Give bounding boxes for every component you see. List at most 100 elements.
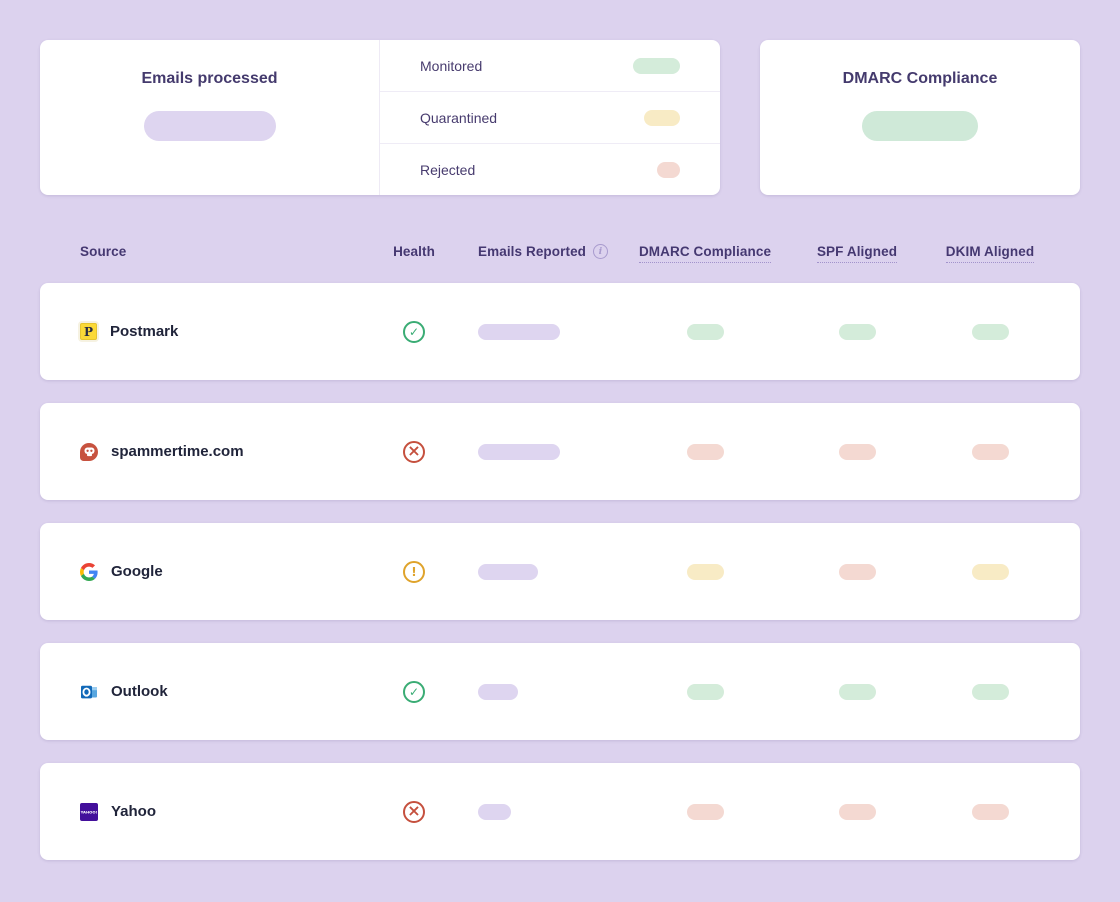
dmarc-compliance-cell bbox=[686, 683, 724, 700]
summary-row: Emails processed Monitored Quarantined R… bbox=[40, 40, 1080, 195]
health-warning-icon bbox=[403, 560, 425, 583]
dkim-aligned-cell bbox=[971, 563, 1009, 580]
dmarc-compliance-pill bbox=[686, 323, 724, 340]
spf-aligned-pill bbox=[838, 443, 876, 460]
emails-reported-cell bbox=[468, 563, 620, 580]
emails-processed-value-placeholder bbox=[143, 111, 276, 141]
column-header-emails-reported: Emails Reported i bbox=[468, 244, 620, 259]
dmarc-compliance-pill bbox=[686, 563, 724, 580]
spammertime-icon bbox=[80, 442, 98, 461]
dmarc-compliance-value-placeholder bbox=[862, 111, 978, 141]
dkim-aligned-pill bbox=[971, 323, 1009, 340]
source-name: spammertime.com bbox=[111, 443, 244, 460]
dmarc-compliance-pill bbox=[686, 683, 724, 700]
emails-processed-title: Emails processed bbox=[141, 70, 278, 87]
source-name: Outlook bbox=[111, 683, 168, 700]
rejected-pill bbox=[657, 161, 680, 178]
legend-item-monitored: Monitored bbox=[380, 40, 720, 91]
emails-reported-cell bbox=[468, 323, 620, 340]
postmark-icon: P bbox=[80, 323, 97, 340]
column-header-dmarc-compliance[interactable]: DMARC Compliance bbox=[638, 244, 772, 263]
column-header-health: Health bbox=[393, 244, 435, 259]
table-row-spammertime[interactable]: spammertime.com bbox=[40, 403, 1080, 500]
monitored-label: Monitored bbox=[420, 57, 483, 74]
table-row-yahoo[interactable]: YAHOO! Yahoo bbox=[40, 763, 1080, 860]
emails-reported-bar bbox=[478, 803, 511, 820]
source-cell: Outlook bbox=[40, 683, 360, 701]
health-error-icon bbox=[403, 800, 425, 823]
emails-reported-cell bbox=[468, 803, 620, 820]
spf-aligned-cell bbox=[838, 803, 876, 820]
dmarc-compliance-cell bbox=[686, 563, 724, 580]
spf-aligned-pill bbox=[838, 803, 876, 820]
dkim-aligned-cell bbox=[971, 323, 1009, 340]
table-row-postmark[interactable]: P Postmark bbox=[40, 283, 1080, 380]
outlook-icon bbox=[80, 683, 98, 701]
spf-aligned-cell bbox=[838, 443, 876, 460]
legend-item-rejected: Rejected bbox=[380, 143, 720, 195]
emails-processed-legend: Monitored Quarantined Rejected bbox=[380, 40, 720, 195]
emails-reported-bar bbox=[478, 443, 560, 460]
health-cell bbox=[403, 440, 425, 463]
health-check-icon bbox=[403, 320, 425, 343]
column-header-spf-aligned[interactable]: SPF Aligned bbox=[816, 244, 898, 263]
yahoo-icon: YAHOO! bbox=[80, 802, 98, 821]
health-cell bbox=[403, 320, 425, 343]
dmarc-compliance-pill bbox=[686, 803, 724, 820]
emails-processed-left: Emails processed bbox=[40, 40, 380, 195]
dkim-aligned-pill bbox=[971, 803, 1009, 820]
dkim-aligned-label: DKIM Aligned bbox=[945, 244, 1035, 263]
source-name: Postmark bbox=[110, 323, 179, 340]
source-cell: P Postmark bbox=[40, 323, 360, 340]
quarantined-label: Quarantined bbox=[420, 109, 498, 126]
dmarc-compliance-card: DMARC Compliance bbox=[760, 40, 1080, 195]
rejected-label: Rejected bbox=[420, 161, 476, 178]
spf-aligned-pill bbox=[838, 683, 876, 700]
dkim-aligned-pill bbox=[971, 563, 1009, 580]
dmarc-compliance-title: DMARC Compliance bbox=[842, 70, 998, 87]
health-cell bbox=[403, 680, 425, 703]
spf-aligned-cell bbox=[838, 563, 876, 580]
table-row-google[interactable]: Google bbox=[40, 523, 1080, 620]
source-cell: spammertime.com bbox=[40, 442, 360, 461]
dkim-aligned-pill bbox=[971, 683, 1009, 700]
table-header: Source Health Emails Reported i DMARC Co… bbox=[40, 244, 1080, 263]
info-icon[interactable]: i bbox=[593, 244, 609, 259]
source-name: Yahoo bbox=[111, 803, 157, 820]
emails-reported-bar bbox=[478, 563, 538, 580]
monitored-pill bbox=[633, 57, 680, 74]
emails-reported-cell bbox=[468, 683, 620, 700]
source-cell: Google bbox=[40, 562, 360, 581]
emails-reported-cell bbox=[468, 443, 620, 460]
column-header-dkim-aligned[interactable]: DKIM Aligned bbox=[945, 244, 1035, 263]
dmarc-compliance-label: DMARC Compliance bbox=[638, 244, 772, 263]
emails-reported-label: Emails Reported bbox=[478, 244, 587, 259]
dkim-aligned-cell bbox=[971, 803, 1009, 820]
health-cell bbox=[403, 800, 425, 823]
column-header-source: Source bbox=[80, 244, 127, 259]
source-cell: YAHOO! Yahoo bbox=[40, 802, 360, 821]
health-cell bbox=[403, 560, 425, 583]
health-check-icon bbox=[403, 680, 425, 703]
spf-aligned-label: SPF Aligned bbox=[816, 244, 898, 263]
google-icon bbox=[80, 562, 98, 581]
table-row-outlook[interactable]: Outlook bbox=[40, 643, 1080, 740]
spf-aligned-pill bbox=[838, 323, 876, 340]
dmarc-compliance-cell bbox=[686, 803, 724, 820]
dmarc-compliance-pill bbox=[686, 443, 724, 460]
dkim-aligned-pill bbox=[971, 443, 1009, 460]
dkim-aligned-cell bbox=[971, 443, 1009, 460]
source-name: Google bbox=[111, 563, 163, 580]
dmarc-compliance-cell bbox=[686, 443, 724, 460]
dmarc-compliance-cell bbox=[686, 323, 724, 340]
spf-aligned-cell bbox=[838, 323, 876, 340]
spf-aligned-pill bbox=[838, 563, 876, 580]
health-error-icon bbox=[403, 440, 425, 463]
svg-text:YAHOO!: YAHOO! bbox=[80, 809, 98, 814]
emails-processed-card: Emails processed Monitored Quarantined R… bbox=[40, 40, 720, 195]
emails-reported-bar bbox=[478, 323, 560, 340]
dkim-aligned-cell bbox=[971, 683, 1009, 700]
emails-reported-bar bbox=[478, 683, 518, 700]
spf-aligned-cell bbox=[838, 683, 876, 700]
